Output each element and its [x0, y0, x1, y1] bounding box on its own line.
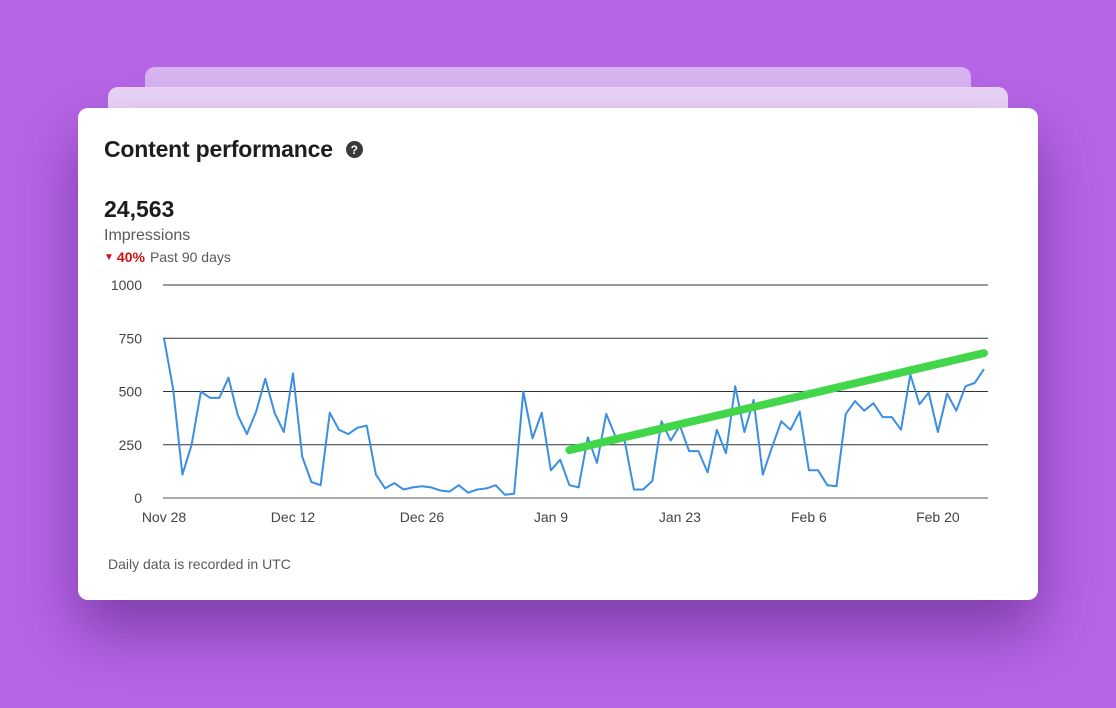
impressions-series-line — [163, 338, 985, 496]
question-circle-icon[interactable]: ? — [345, 141, 363, 158]
chart-gridlines — [163, 284, 988, 499]
chart-x-tick-labels: Nov 28 Dec 12 Dec 26 Jan 9 Jan 23 Feb 6 Feb 20 — [142, 509, 960, 525]
x-tick-label-jan-23: Jan 23 — [659, 509, 701, 525]
x-tick-label-jan-9: Jan 9 — [534, 509, 568, 525]
x-tick-label-feb-20: Feb 20 — [916, 509, 960, 525]
y-tick-label-250: 250 — [119, 437, 143, 453]
utc-footnote: Daily data is recorded in UTC — [108, 556, 291, 572]
chart-annotation-layer — [565, 349, 988, 455]
triangle-down-icon: ▼ — [104, 251, 114, 263]
content-performance-card: Content performance ? 24,563 Impressions… — [78, 108, 1038, 600]
change-percent: 40% — [116, 249, 145, 265]
impressions-label: Impressions — [104, 227, 191, 244]
x-tick-label-feb-6: Feb 6 — [791, 509, 827, 525]
y-tick-label-0: 0 — [134, 490, 142, 506]
y-tick-label-750: 750 — [119, 330, 143, 346]
chart-series-layer — [163, 338, 985, 496]
y-tick-label-500: 500 — [119, 384, 143, 400]
y-tick-label-1000: 1000 — [111, 277, 142, 293]
trend-line-annotation — [565, 349, 988, 455]
change-indicator: ▼ 40% Past 90 days — [104, 249, 231, 265]
x-tick-label-dec-12: Dec 12 — [271, 509, 316, 525]
impressions-line-chart: 0 250 500 750 1000 Nov 28 Dec 12 Dec 26 Jan 9 Ja… — [111, 277, 988, 525]
change-period: Past 90 days — [149, 249, 231, 265]
card-header: Content performance ? — [104, 136, 363, 163]
x-tick-label-nov-28: Nov 28 — [142, 509, 187, 525]
chart-y-tick-labels: 0 250 500 750 1000 — [111, 277, 142, 506]
impressions-value: 24,563 — [104, 196, 175, 222]
card-title: Content performance — [104, 136, 333, 162]
x-tick-label-dec-26: Dec 26 — [400, 509, 445, 525]
